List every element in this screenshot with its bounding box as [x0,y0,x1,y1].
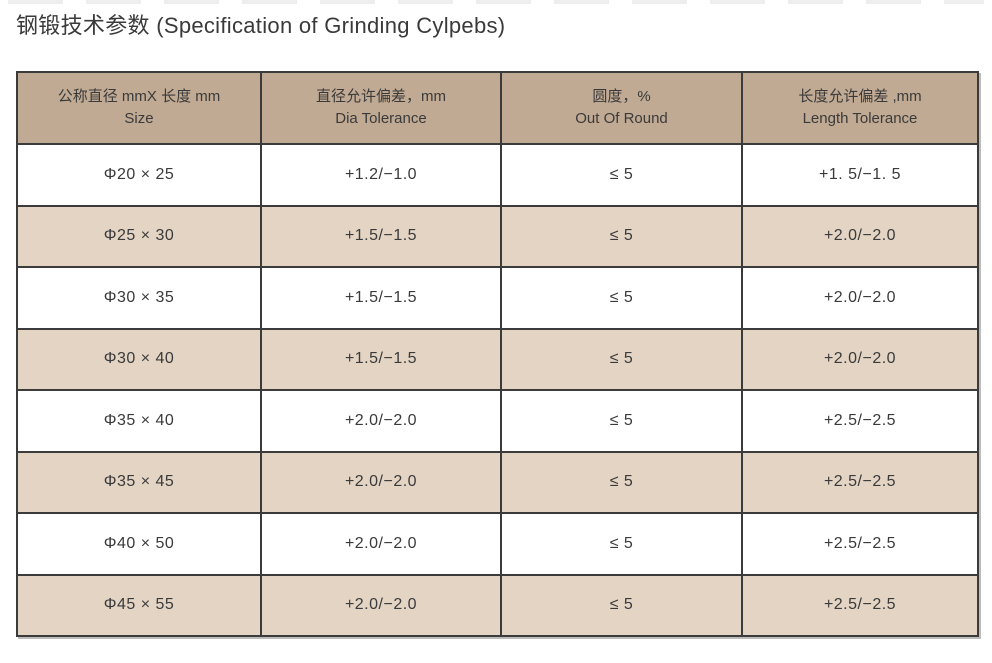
column-header-out-of-round-en: Out Of Round [575,110,668,127]
length-tolerance-cell: +2.5/−2.5 [741,573,979,637]
length-tolerance-cell: +1. 5/−1. 5 [741,143,979,207]
length-tolerance-cell: +2.5/−2.5 [741,512,979,576]
table-row: Φ20 × 25 +1.2/−1.0 ≤ 5 +1. 5/−1. 5 [16,143,979,207]
cropped-text-remnant [8,0,984,4]
size-cell: Φ25 × 30 [16,204,262,268]
dia-tolerance-cell: +1.5/−1.5 [260,266,502,330]
dia-tolerance-cell: +2.0/−2.0 [260,512,502,576]
table-row: Φ40 × 50 +2.0/−2.0 ≤ 5 +2.5/−2.5 [16,512,979,576]
table-row: Φ45 × 55 +2.0/−2.0 ≤ 5 +2.5/−2.5 [16,573,979,637]
length-tolerance-cell: +2.5/−2.5 [741,389,979,453]
length-tolerance-cell: +2.0/−2.0 [741,204,979,268]
dia-tolerance-cell: +1.2/−1.0 [260,143,502,207]
dia-tolerance-cell: +2.0/−2.0 [260,450,502,514]
dia-tolerance-cell: +2.0/−2.0 [260,573,502,637]
out-of-round-cell: ≤ 5 [500,450,743,514]
out-of-round-cell: ≤ 5 [500,389,743,453]
length-tolerance-cell: +2.0/−2.0 [741,266,979,330]
table-row: Φ30 × 35 +1.5/−1.5 ≤ 5 +2.0/−2.0 [16,266,979,330]
column-header-dia-tolerance-en: Dia Tolerance [335,110,427,127]
column-header-size-zh: 公称直径 mmX 长度 mm [57,88,221,105]
column-header-dia-tolerance-zh: 直径允许偏差，mm [316,88,446,105]
dia-tolerance-cell: +1.5/−1.5 [260,204,502,268]
table-row: Φ30 × 40 +1.5/−1.5 ≤ 5 +2.0/−2.0 [16,327,979,391]
table-row: Φ35 × 40 +2.0/−2.0 ≤ 5 +2.5/−2.5 [16,389,979,453]
dia-tolerance-cell: +2.0/−2.0 [260,389,502,453]
length-tolerance-cell: +2.0/−2.0 [741,327,979,391]
size-cell: Φ35 × 40 [16,389,262,453]
size-cell: Φ30 × 35 [16,266,262,330]
column-header-size-en: Size [124,110,154,127]
out-of-round-cell: ≤ 5 [500,266,743,330]
size-cell: Φ35 × 45 [16,450,262,514]
grinding-cylpebs-spec-table: 公称直径 mmX 长度 mm Size 直径允许偏差，mm Dia Tolera… [16,71,979,637]
table-row: Φ25 × 30 +1.5/−1.5 ≤ 5 +2.0/−2.0 [16,204,979,268]
size-cell: Φ30 × 40 [16,327,262,391]
out-of-round-cell: ≤ 5 [500,204,743,268]
column-header-out-of-round: 圆度，% Out Of Round [500,71,743,145]
out-of-round-cell: ≤ 5 [500,573,743,637]
column-header-dia-tolerance: 直径允许偏差，mm Dia Tolerance [260,71,502,145]
out-of-round-cell: ≤ 5 [500,512,743,576]
table-row: Φ35 × 45 +2.0/−2.0 ≤ 5 +2.5/−2.5 [16,450,979,514]
size-cell: Φ20 × 25 [16,143,262,207]
column-header-length-tolerance-en: Length Tolerance [802,110,918,127]
column-header-size: 公称直径 mmX 长度 mm Size [16,71,262,145]
header-row: 公称直径 mmX 长度 mm Size 直径允许偏差，mm Dia Tolera… [16,71,979,145]
dia-tolerance-cell: +1.5/−1.5 [260,327,502,391]
out-of-round-cell: ≤ 5 [500,327,743,391]
size-cell: Φ45 × 55 [16,573,262,637]
column-header-out-of-round-zh: 圆度，% [592,88,651,105]
column-header-length-tolerance: 长度允许偏差 ,mm Length Tolerance [741,71,979,145]
column-header-length-tolerance-zh: 长度允许偏差 ,mm [798,88,922,105]
page-title: 钢锻技术参数 (Specification of Grinding Cylpeb… [16,13,506,38]
out-of-round-cell: ≤ 5 [500,143,743,207]
length-tolerance-cell: +2.5/−2.5 [741,450,979,514]
size-cell: Φ40 × 50 [16,512,262,576]
